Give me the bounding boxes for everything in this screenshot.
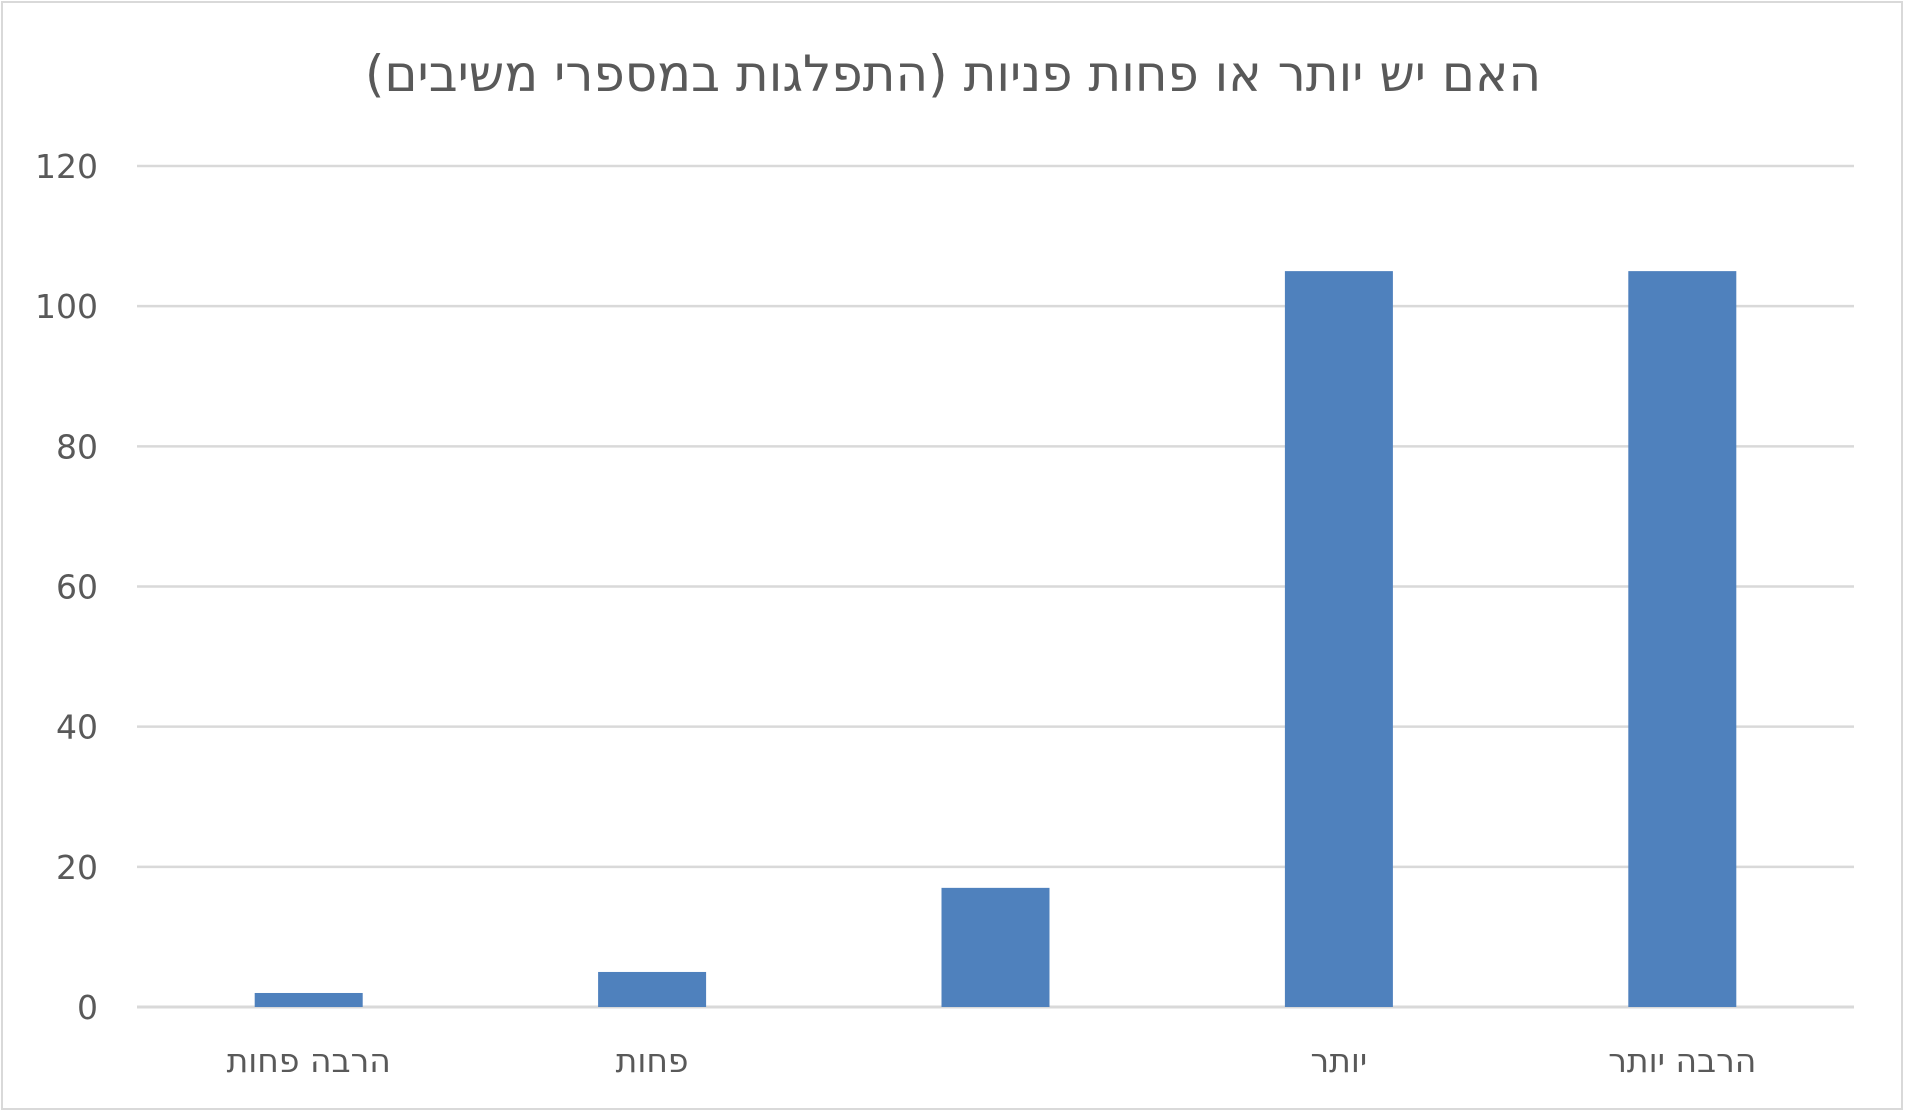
bar-2 <box>941 887 1050 1007</box>
bars <box>254 271 1737 1007</box>
x-category-label: פחות <box>616 1041 689 1080</box>
bar-0 <box>254 992 363 1007</box>
y-tick-label: 120 <box>35 147 98 186</box>
bar-1 <box>598 971 707 1007</box>
y-tick-label: 20 <box>56 848 98 887</box>
bar-3 <box>1284 271 1393 1007</box>
x-axis-categories: הרבה פחות פחות יותר הרבה יותר <box>227 1041 1757 1080</box>
y-tick-label: 60 <box>56 568 98 607</box>
x-category-label: יותר <box>1311 1041 1368 1080</box>
bar-4 <box>1628 271 1737 1007</box>
y-axis-ticks: 0 20 40 60 80 100 120 <box>35 147 98 1027</box>
y-tick-label: 40 <box>56 708 98 747</box>
y-tick-label: 80 <box>56 427 98 466</box>
x-category-label: הרבה יותר <box>1608 1041 1756 1080</box>
y-tick-label: 0 <box>77 988 98 1027</box>
chart-title: האם יש יותר או פחות פניות (התפלגות במספר… <box>365 45 1541 103</box>
x-category-label: הרבה פחות <box>227 1041 391 1080</box>
gridlines <box>137 164 1854 1009</box>
y-tick-label: 100 <box>35 287 98 326</box>
